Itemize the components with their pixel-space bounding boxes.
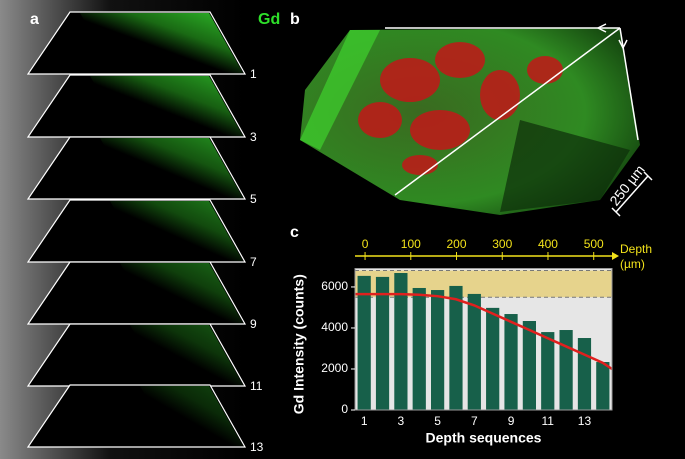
x-tick-label: 11: [542, 414, 555, 428]
bar: [412, 287, 426, 410]
slice-label: 9: [250, 317, 257, 331]
slice-signal: [100, 138, 243, 198]
slice-signal: [80, 13, 243, 73]
slice-signal: [120, 263, 243, 323]
top-tick-label: 300: [492, 237, 512, 251]
top-tick-label: 100: [401, 237, 421, 251]
top-tick-label: 0: [362, 237, 369, 251]
bar: [486, 307, 500, 410]
fit-curve: [355, 292, 613, 371]
slice-signal: [130, 325, 243, 385]
top-axis-label: Depth: [620, 242, 652, 256]
x-tick-label: 3: [398, 414, 405, 428]
y-tick-label: 6000: [321, 279, 348, 293]
x-axis-label: Depth sequences: [426, 430, 542, 446]
cut-lines: [385, 23, 639, 196]
tissue-edge: [300, 30, 380, 150]
y-tick-label: 0: [341, 402, 348, 416]
slice-label: 11: [250, 379, 263, 393]
bar: [596, 362, 610, 410]
y-axis-label: Gd Intensity (counts): [291, 274, 307, 414]
slice-signal: [110, 201, 243, 261]
panel-label: c: [290, 224, 299, 241]
slice-label: 1: [250, 67, 257, 81]
slice-label: 7: [250, 255, 257, 269]
panel-label: b: [290, 11, 300, 28]
top-tick-label: 200: [447, 237, 467, 251]
x-tick-label: 5: [434, 414, 441, 428]
tissue-shadow: [500, 120, 630, 212]
panel-b: b 250 µm: [290, 11, 653, 217]
bar: [541, 332, 555, 410]
slice-label: 5: [250, 192, 257, 206]
bar: [375, 276, 390, 410]
top-tick-label: 400: [538, 237, 558, 251]
top-tick-label: 500: [584, 237, 604, 251]
bar: [467, 293, 481, 410]
red-regions: [358, 42, 563, 175]
slice-signal: [140, 386, 243, 446]
bar: [449, 285, 463, 410]
panel-label: a: [30, 11, 39, 28]
y-tick-label: 4000: [321, 320, 348, 334]
x-tick-label: 7: [471, 414, 478, 428]
top-axis-arrow: [612, 252, 619, 260]
stain-label: Gd: [258, 11, 280, 28]
scale-bar: [611, 171, 653, 217]
bar: [430, 290, 445, 410]
bar: [394, 273, 408, 410]
bar: [504, 314, 518, 410]
bar: [357, 275, 371, 410]
y-tick-label: 2000: [321, 361, 348, 375]
bar: [577, 338, 592, 410]
x-tick-label: 13: [578, 414, 592, 428]
top-axis-label: (µm): [620, 257, 645, 271]
x-tick-label: 9: [508, 414, 515, 428]
slice-label: 3: [250, 130, 257, 144]
plot-frame: [354, 268, 613, 411]
slice-label: 13: [250, 440, 264, 454]
bar: [559, 330, 573, 410]
slice-signal: [90, 76, 243, 136]
bar: [522, 320, 537, 410]
x-tick-label: 1: [361, 414, 368, 428]
